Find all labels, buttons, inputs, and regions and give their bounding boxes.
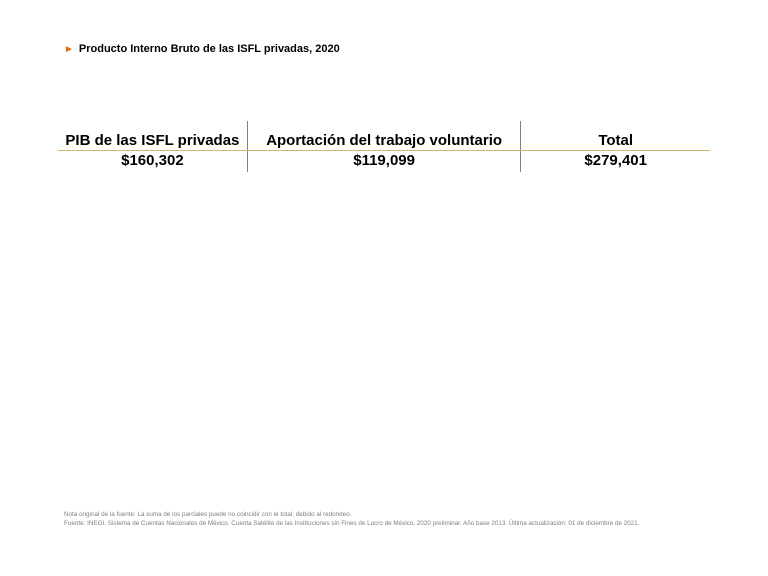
footnote-source: Fuente: INEGI. Sistema de Cuentas Nacion… [64,520,640,527]
pib-summary-table: PIB de las ISFL privadas Aportación del … [58,121,710,172]
table-row: $160,302 $119,099 $279,401 [58,150,710,172]
value-total: $279,401 [584,152,647,169]
footnotes: Nota original de la fuente: La suma de l… [64,510,639,528]
header-total: Total [520,121,710,151]
header-pib-isfl: PIB de las ISFL privadas [58,121,248,151]
value-pib-isfl: $160,302 [58,150,248,172]
slide-title: ► Producto Interno Bruto de las ISFL pri… [64,43,340,55]
header-trabajo-voluntario: Aportación del trabajo voluntario [247,121,522,151]
value-trabajo-voluntario: $119,099 [247,150,522,172]
triangle-bullet-icon: ► [64,43,74,55]
slide-title-text: Producto Interno Bruto de las ISFL priva… [78,43,340,55]
table-header-row: PIB de las ISFL privadas Aportación del … [58,121,710,151]
footnote-note: Nota original de la fuente: La suma de l… [64,511,352,518]
